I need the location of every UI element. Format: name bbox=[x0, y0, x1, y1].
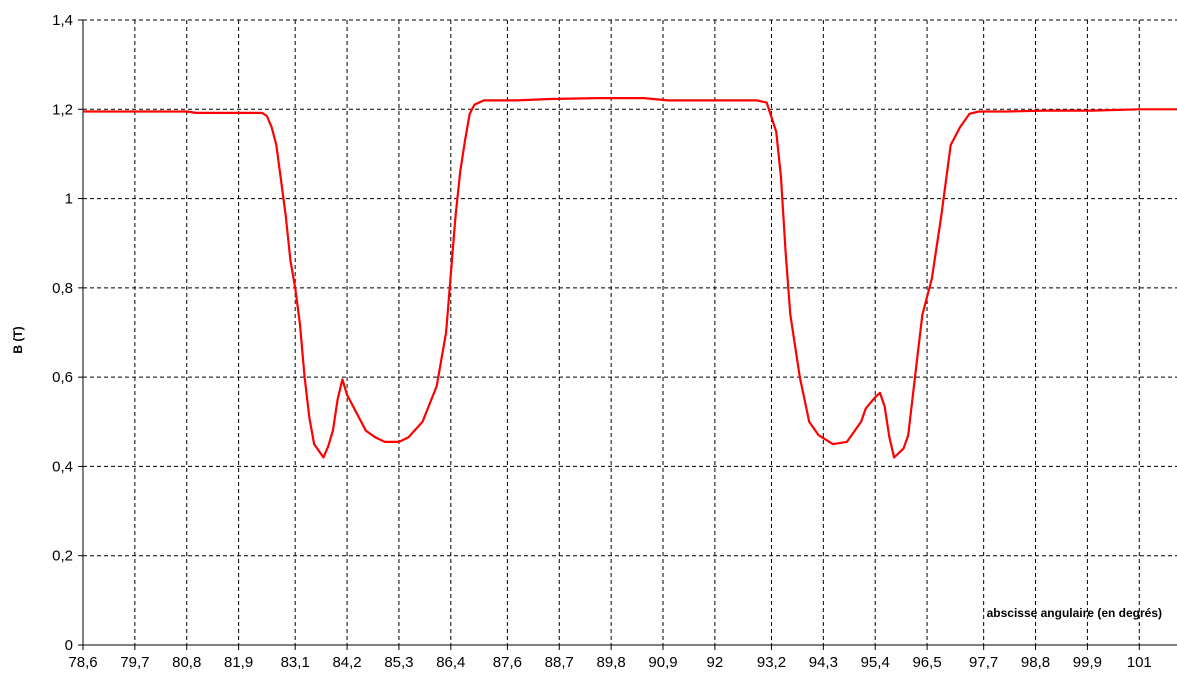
y-tick-label: 0 bbox=[65, 637, 73, 654]
y-tick-label: 0,2 bbox=[52, 548, 73, 565]
x-tick-label: 88,7 bbox=[545, 654, 574, 671]
x-tick-label: 99,9 bbox=[1073, 654, 1102, 671]
x-tick-label: 80,8 bbox=[172, 654, 201, 671]
tick-labels: 0 0,2 0,4 0,6 0,8 1 1,2 1,4 78,6 79,7 80,8 81,9 83,1… bbox=[52, 12, 1152, 671]
x-tick-label: 84,2 bbox=[332, 654, 361, 671]
x-tick-label: 98,8 bbox=[1021, 654, 1050, 671]
x-tick-label: 92 bbox=[707, 654, 724, 671]
x-tick-label: 95,4 bbox=[861, 654, 890, 671]
x-tick-label: 93,2 bbox=[757, 654, 786, 671]
series-line bbox=[83, 97, 1177, 459]
y-tick-label: 0,8 bbox=[52, 280, 73, 297]
axes bbox=[78, 19, 1177, 650]
series-layer bbox=[83, 97, 1177, 459]
grid bbox=[83, 19, 1177, 645]
x-tick-label: 89,8 bbox=[597, 654, 626, 671]
x-axis-title: abscisse angulaire (en degrés) bbox=[987, 606, 1162, 620]
x-tick-label: 87,6 bbox=[493, 654, 522, 671]
x-tick-label: 81,9 bbox=[224, 654, 253, 671]
x-tick-label: 78,6 bbox=[68, 654, 97, 671]
plot-area bbox=[83, 20, 1177, 645]
x-tick-label: 90,9 bbox=[648, 654, 677, 671]
y-tick-label: 1,4 bbox=[52, 12, 73, 29]
y-tick-label: 0,6 bbox=[52, 369, 73, 386]
x-tick-label: 101 bbox=[1127, 654, 1152, 671]
y-axis-title: B (T) bbox=[11, 326, 25, 353]
x-tick-label: 94,3 bbox=[809, 654, 838, 671]
y-tick-label: 1,2 bbox=[52, 101, 73, 118]
x-tick-label: 83,1 bbox=[281, 654, 310, 671]
x-tick-label: 97,7 bbox=[969, 654, 998, 671]
x-tick-label: 96,5 bbox=[912, 654, 941, 671]
y-tick-label: 1 bbox=[65, 191, 73, 208]
x-tick-label: 86,4 bbox=[436, 654, 465, 671]
x-tick-label: 85,3 bbox=[384, 654, 413, 671]
x-tick-label: 79,7 bbox=[120, 654, 149, 671]
y-tick-label: 0,4 bbox=[52, 458, 73, 475]
